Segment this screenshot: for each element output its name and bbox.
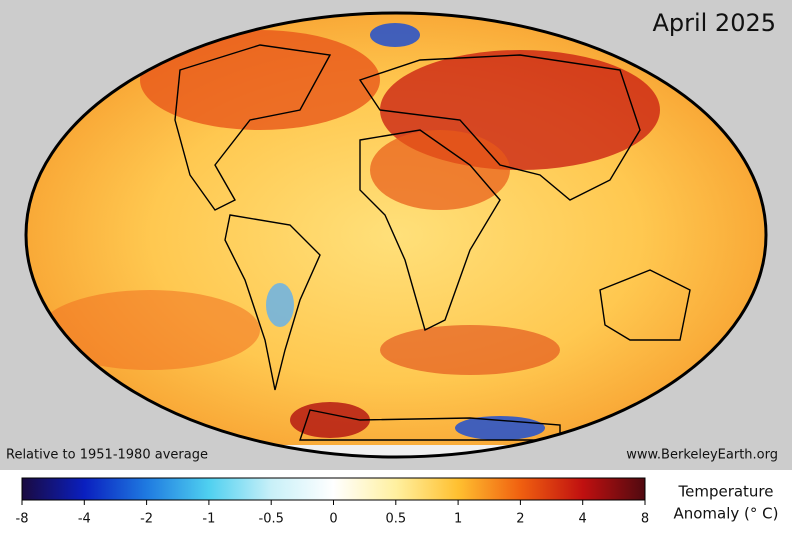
colorbar-tick-label: -0.5	[259, 512, 284, 527]
colorbar: -8 -4 -2 -1 -0.5 0 0.5 1 2 4 8 Temperature Anomaly (…	[16, 477, 779, 527]
colorbar-tick-label: 0.5	[385, 512, 406, 527]
colorbar-tick-label: 2	[516, 512, 524, 527]
colorbar-tick-label: -8	[16, 512, 29, 527]
colorbar-tick-label: 0	[329, 512, 337, 527]
warm-region	[140, 30, 380, 130]
map-title: April 2025	[652, 9, 776, 37]
colorbar-tick-label: 4	[579, 512, 587, 527]
baseline-note: Relative to 1951-1980 average	[6, 448, 208, 463]
cold-region	[266, 283, 294, 327]
colorbar-tick-label: -1	[202, 512, 215, 527]
warm-region	[380, 325, 560, 375]
source-credit: www.BerkeleyEarth.org	[626, 448, 778, 463]
map-border	[24, 11, 768, 459]
warm-region	[370, 130, 510, 210]
colorbar-scale	[21, 477, 646, 501]
cold-region	[455, 416, 545, 440]
colorbar-tick-label: 8	[641, 512, 649, 527]
colorbar-label: Temperature	[677, 483, 773, 501]
colorbar-tick-label: -4	[78, 512, 91, 527]
colorbar-label: Anomaly (° C)	[673, 505, 778, 523]
anomaly-map	[26, 13, 766, 457]
warm-region	[40, 290, 260, 370]
coastlines	[174, 44, 691, 441]
colorbar-tick-label: -2	[140, 512, 153, 527]
colorbar-tick-label: 1	[454, 512, 462, 527]
ocean-field	[26, 13, 766, 457]
cold-region	[370, 23, 420, 47]
